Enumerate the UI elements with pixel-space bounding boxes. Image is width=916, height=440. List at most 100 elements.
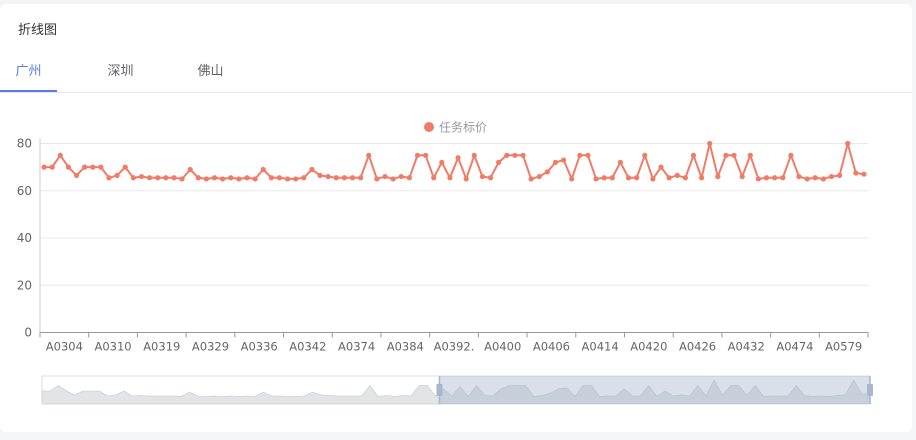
data-point[interactable]	[496, 159, 502, 165]
data-point[interactable]	[325, 173, 331, 180]
data-point[interactable]	[309, 166, 315, 173]
data-point[interactable]	[439, 159, 445, 165]
data-point[interactable]	[642, 152, 648, 158]
data-point[interactable]	[317, 172, 323, 178]
tab-foshan[interactable]: 佛山	[197, 64, 224, 79]
data-point[interactable]	[49, 164, 55, 170]
data-point[interactable]	[366, 152, 372, 158]
data-point[interactable]	[755, 176, 762, 182]
data-point[interactable]	[106, 175, 112, 181]
data-point[interactable]	[780, 175, 786, 181]
data-point[interactable]	[284, 176, 291, 182]
data-point[interactable]	[73, 172, 80, 178]
tab-guangzhou[interactable]: 广州	[15, 64, 42, 79]
data-point[interactable]	[90, 164, 96, 170]
data-point[interactable]	[358, 175, 364, 181]
data-point[interactable]	[276, 175, 283, 181]
data-point[interactable]	[601, 175, 607, 181]
data-point[interactable]	[171, 175, 177, 181]
data-point[interactable]	[293, 176, 299, 182]
data-point[interactable]	[220, 176, 226, 182]
data-point[interactable]	[577, 152, 583, 158]
data-point[interactable]	[455, 155, 461, 161]
data-point[interactable]	[658, 164, 664, 170]
data-point[interactable]	[593, 176, 599, 182]
data-point[interactable]	[211, 175, 218, 181]
data-point[interactable]	[544, 169, 550, 175]
data-point[interactable]	[41, 164, 47, 170]
data-point[interactable]	[179, 176, 185, 182]
data-point[interactable]	[155, 175, 161, 181]
data-point[interactable]	[609, 175, 615, 181]
data-point[interactable]	[382, 173, 388, 180]
tab-shenzhen[interactable]: 深圳	[107, 64, 134, 79]
data-point[interactable]	[431, 175, 437, 181]
data-point[interactable]	[487, 175, 494, 181]
zoom-handle-end[interactable]	[867, 384, 873, 396]
data-point[interactable]	[98, 164, 104, 170]
data-point[interactable]	[236, 176, 242, 182]
data-point[interactable]	[836, 172, 843, 178]
data-point[interactable]	[788, 152, 794, 158]
data-point[interactable]	[812, 175, 818, 181]
data-point[interactable]	[845, 140, 851, 147]
data-point[interactable]	[57, 152, 63, 158]
legend-label[interactable]: 任务标价	[439, 120, 487, 135]
data-point[interactable]	[552, 159, 559, 165]
data-point[interactable]	[471, 152, 477, 158]
data-point[interactable]	[260, 166, 266, 173]
data-point[interactable]	[528, 176, 534, 182]
data-point[interactable]	[682, 175, 688, 181]
data-point[interactable]	[650, 176, 656, 182]
data-point[interactable]	[422, 152, 429, 158]
data-point[interactable]	[512, 152, 518, 158]
data-point[interactable]	[715, 173, 721, 180]
data-point[interactable]	[268, 175, 274, 181]
data-point[interactable]	[244, 175, 250, 181]
data-point[interactable]	[617, 159, 624, 165]
data-point[interactable]	[536, 173, 542, 180]
data-point[interactable]	[861, 171, 867, 177]
data-point[interactable]	[146, 175, 153, 181]
data-point[interactable]	[820, 176, 826, 182]
data-point[interactable]	[398, 173, 404, 180]
data-point[interactable]	[252, 176, 258, 182]
data-point[interactable]	[707, 140, 713, 147]
data-point[interactable]	[634, 175, 640, 181]
data-point[interactable]	[138, 173, 145, 180]
data-point[interactable]	[625, 175, 632, 181]
data-point[interactable]	[406, 175, 412, 181]
data-point[interactable]	[228, 175, 234, 181]
data-point[interactable]	[666, 175, 672, 181]
data-point[interactable]	[447, 175, 453, 181]
data-point[interactable]	[301, 175, 307, 181]
data-point[interactable]	[520, 152, 526, 158]
data-point[interactable]	[479, 173, 486, 180]
data-point[interactable]	[349, 175, 356, 181]
data-point[interactable]	[747, 152, 753, 158]
data-point[interactable]	[585, 152, 591, 158]
legend-marker-icon[interactable]	[424, 122, 434, 132]
data-point[interactable]	[804, 176, 810, 182]
data-zoom-slider[interactable]	[41, 375, 873, 405]
data-point[interactable]	[853, 170, 859, 176]
data-point[interactable]	[65, 164, 72, 170]
data-point[interactable]	[195, 175, 201, 181]
zoom-selected-window[interactable]	[439, 376, 870, 404]
data-point[interactable]	[333, 175, 339, 181]
data-point[interactable]	[130, 175, 136, 181]
data-point[interactable]	[203, 176, 210, 182]
data-point[interactable]	[739, 173, 745, 180]
data-point[interactable]	[187, 166, 193, 173]
data-point[interactable]	[463, 176, 469, 182]
data-point[interactable]	[772, 175, 778, 181]
data-point[interactable]	[82, 164, 88, 170]
data-point[interactable]	[122, 164, 128, 170]
data-point[interactable]	[114, 172, 120, 178]
data-point[interactable]	[560, 157, 567, 163]
data-point[interactable]	[390, 176, 396, 182]
data-point[interactable]	[163, 175, 169, 181]
zoom-handle-start[interactable]	[436, 384, 443, 396]
data-point[interactable]	[504, 152, 510, 158]
data-point[interactable]	[674, 172, 680, 178]
